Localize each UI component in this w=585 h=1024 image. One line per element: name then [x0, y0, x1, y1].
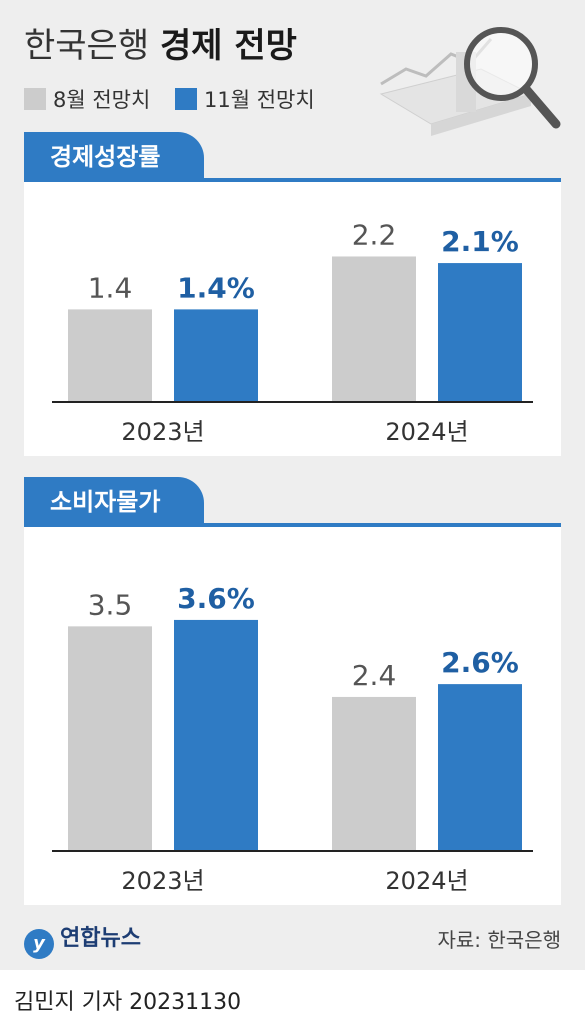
bar-november-2023년: [174, 619, 258, 851]
data-label-august-2024년: 2.2: [352, 218, 397, 251]
category-label-2024년: 2024년: [385, 867, 468, 895]
magnifier-lens-icon: [464, 27, 538, 101]
category-label-2024년: 2024년: [385, 418, 468, 446]
section-tab-underline: [24, 178, 561, 182]
reporter-credit: 김민지 기자 20231130: [14, 990, 242, 1015]
bar-august-2023년: [68, 626, 152, 851]
title-bold: 경제 전망: [159, 26, 297, 66]
publisher-logo-icon: y: [24, 929, 54, 959]
legend-swatch-blue: [175, 88, 198, 110]
bar-august-2024년: [332, 256, 416, 402]
bar-chart-consumer-prices: 3.5 3.6% 2023년 2.4 2.6% 2024년: [52, 582, 533, 895]
data-label-august-2024년: 2.4: [352, 659, 397, 692]
bar-november-2023년: [174, 309, 258, 402]
magnifier-handle-icon: [521, 84, 561, 129]
bar-chart-gdp-growth: 1.4 1.4% 2023년 2.2 2.1% 2024년: [52, 218, 533, 446]
category-label-2023년: 2023년: [121, 867, 204, 895]
infographic-card: 한국은행 경제 전망 8월 전망치 11월 전망치 경제성장률 1.4 1.4% 2…: [0, 0, 585, 970]
chart-panel-gdp-growth: 1.4 1.4% 2023년 2.2 2.1% 2024년: [24, 182, 561, 456]
bar-august-2024년: [332, 696, 416, 851]
category-label-2023년: 2023년: [121, 418, 204, 446]
data-label-august-2023년: 1.4: [88, 271, 133, 304]
publisher-logo: y 연합뉴스: [24, 920, 141, 959]
legend: 8월 전망치 11월 전망치: [24, 84, 333, 114]
section-tab-gdp-growth: 경제성장률: [24, 132, 205, 182]
bar-november-2024년: [438, 684, 522, 851]
legend-item-august: 8월 전망치: [24, 84, 150, 114]
source-note: 자료: 한국은행: [437, 928, 562, 952]
legend-swatch-grey: [24, 88, 46, 110]
legend-label-august: 8월 전망치: [53, 88, 151, 112]
legend-item-november: 11월 전망치: [175, 84, 315, 114]
section-tab-consumer-prices: 소비자물가: [24, 477, 205, 527]
data-label-november-2024년: 2.6%: [441, 646, 519, 679]
title-light: 한국은행: [24, 26, 150, 66]
data-label-november-2023년: 3.6%: [177, 582, 255, 615]
legend-label-november: 11월 전망치: [204, 88, 315, 112]
data-label-november-2023년: 1.4%: [177, 271, 255, 304]
page-title: 한국은행 경제 전망: [24, 18, 297, 67]
section-tab-underline: [24, 523, 561, 527]
illustration-base-side: [431, 94, 531, 136]
data-label-august-2023년: 3.5: [88, 588, 133, 621]
bar-august-2023년: [68, 309, 152, 402]
publisher-logo-text: 연합뉴스: [60, 926, 141, 951]
chart-panel-consumer-prices: 3.5 3.6% 2023년 2.4 2.6% 2024년: [24, 527, 561, 905]
bar-november-2024년: [438, 263, 522, 402]
data-label-november-2024년: 2.1%: [441, 225, 519, 258]
magnifier-chart-illustration: [379, 27, 561, 136]
